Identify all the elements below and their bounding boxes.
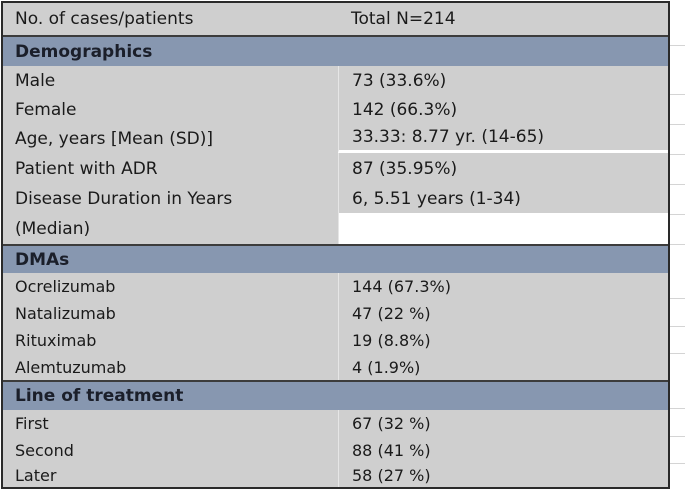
row-label: (Median) — [15, 218, 91, 239]
section-header-dmas: DMAs — [3, 244, 668, 273]
row-label: Rituximab — [15, 331, 97, 350]
table-row: Ocrelizumab 144 (67.3%) — [3, 273, 668, 300]
header-value: Total N=214 — [351, 9, 456, 29]
table-row: Male 73 (33.6%) — [3, 66, 668, 95]
row-value: 88 (41 %) — [338, 437, 668, 464]
table-row: Second 88 (41 %) — [3, 437, 668, 464]
table-row: First 67 (32 %) — [3, 410, 668, 437]
table-row: Rituximab 19 (8.8%) — [3, 327, 668, 354]
section-header-demographics: Demographics — [3, 35, 668, 66]
row-label: Second — [15, 441, 74, 460]
table-row: Later 58 (27 %) — [3, 464, 668, 487]
row-label: Alemtuzumab — [15, 357, 127, 377]
row-label: Male — [15, 70, 56, 91]
row-value — [338, 213, 668, 244]
row-value: 144 (67.3%) — [338, 273, 668, 300]
table-row: Natalizumab 47 (22 %) — [3, 300, 668, 327]
section-title: Demographics — [15, 41, 153, 62]
row-label: Patient with ADR — [15, 158, 158, 179]
row-value: 19 (8.8%) — [338, 327, 668, 354]
row-label: Disease Duration in Years — [15, 188, 233, 209]
row-value: 47 (22 %) — [338, 300, 668, 327]
row-label: Later — [15, 466, 57, 485]
summary-table: No. of cases/patients Total N=214 Demogr… — [1, 1, 670, 489]
section-header-line-of-treatment: Line of treatment — [3, 380, 668, 410]
table-row: (Median) — [3, 213, 668, 244]
table-row: Alemtuzumab 4 (1.9%) — [3, 354, 668, 380]
section-title: DMAs — [15, 249, 70, 270]
row-label: Natalizumab — [15, 304, 116, 323]
row-value: 73 (33.6%) — [338, 66, 668, 95]
row-value: 87 (35.95%) — [338, 153, 668, 184]
row-label: Ocrelizumab — [15, 277, 116, 296]
gridline-margin — [670, 0, 685, 492]
row-label: First — [15, 414, 49, 433]
row-value: 58 (27 %) — [338, 464, 668, 487]
row-value: 33.33: 8.77 yr. (14-65) — [338, 124, 668, 153]
table-row: Disease Duration in Years 6, 5.51 years … — [3, 184, 668, 213]
table-row: Age, years [Mean (SD)] 33.33: 8.77 yr. (… — [3, 124, 668, 153]
row-value: 142 (66.3%) — [338, 95, 668, 124]
header-label: No. of cases/patients — [15, 9, 194, 29]
row-value: 67 (32 %) — [338, 410, 668, 437]
row-label: Female — [15, 99, 77, 120]
table-row: Patient with ADR 87 (35.95%) — [3, 153, 668, 184]
row-label: Age, years [Mean (SD)] — [15, 128, 214, 149]
row-value: 4 (1.9%) — [338, 354, 668, 380]
table-row: Female 142 (66.3%) — [3, 95, 668, 124]
section-title: Line of treatment — [15, 386, 184, 406]
row-value: 6, 5.51 years (1-34) — [338, 184, 668, 213]
table-header-row: No. of cases/patients Total N=214 — [3, 3, 668, 35]
